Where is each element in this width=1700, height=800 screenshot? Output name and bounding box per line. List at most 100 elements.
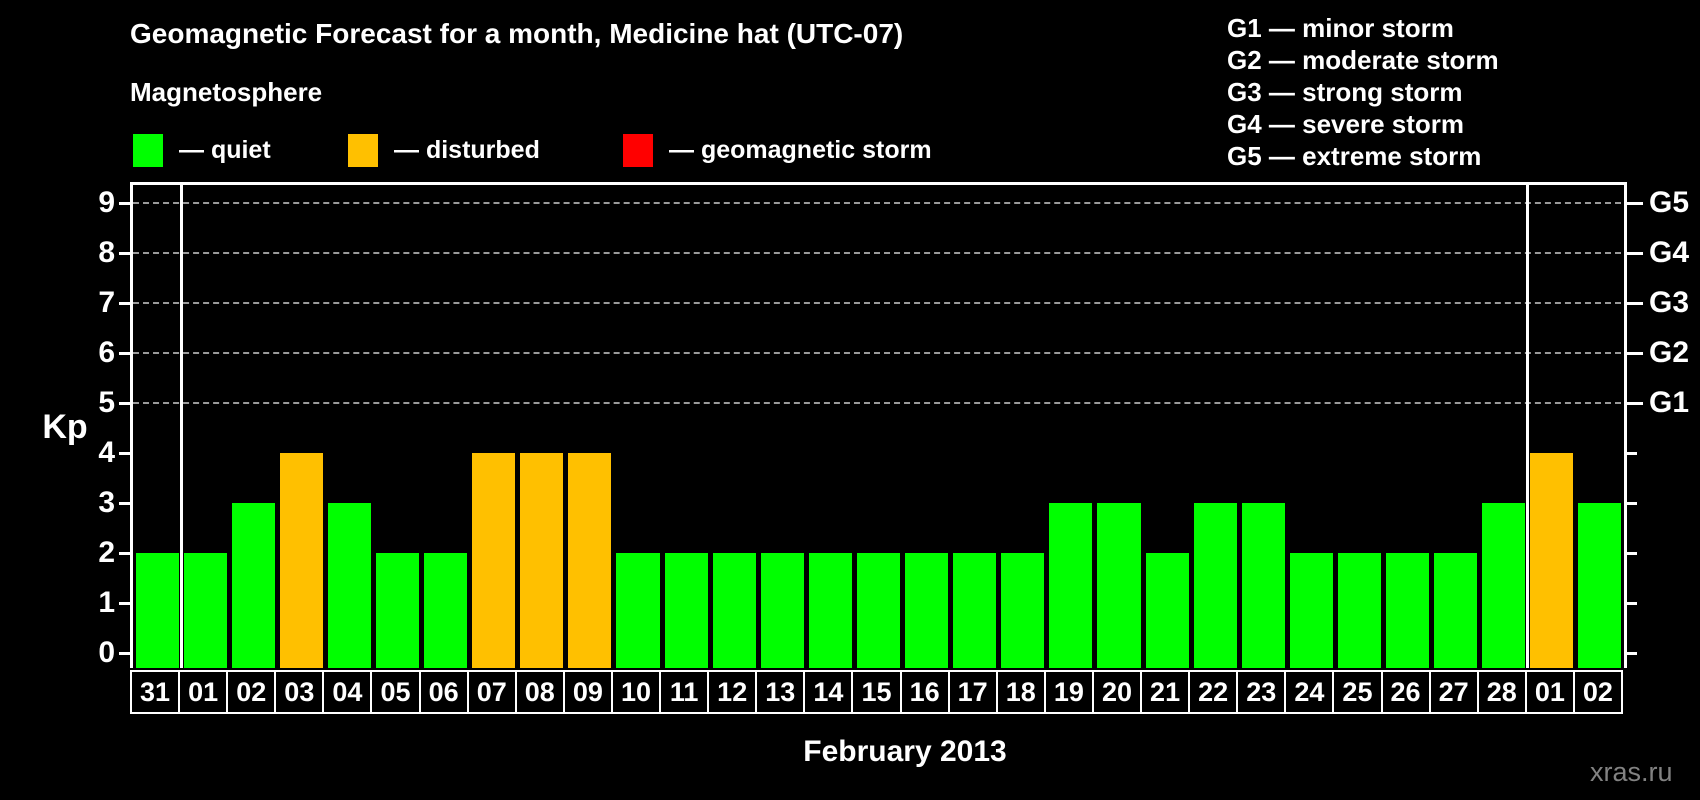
right-axis-g-label: G5 (1649, 186, 1690, 219)
month-separator-line (1526, 182, 1530, 668)
right-axis-tick (1624, 502, 1637, 505)
kp-bar (1001, 553, 1045, 668)
kp-bar (616, 553, 660, 668)
x-axis-day-label: 28 (1476, 670, 1527, 714)
right-axis-tick (1624, 302, 1643, 305)
kp-bar (327, 503, 371, 668)
y-axis-tick-label: 4 (98, 436, 115, 469)
y-axis-tick-label: 6 (98, 336, 115, 369)
kp-bar (1337, 553, 1381, 668)
kp-bar (424, 553, 468, 668)
x-axis-day-label: 01 (1524, 670, 1575, 714)
kp-bar (135, 553, 179, 668)
y-axis-tick (119, 652, 131, 655)
kp-bar (1193, 503, 1237, 668)
y-axis-tick (119, 202, 131, 205)
storm-scale-g3: G3 — strong storm (1227, 77, 1463, 107)
x-axis-day-label: 01 (178, 670, 229, 714)
y-axis-tick-label: 7 (98, 286, 115, 319)
legend-item-label: — quiet (179, 135, 271, 164)
y-axis-tick (119, 552, 131, 555)
legend-heading: Magnetosphere (130, 77, 323, 107)
right-axis-tick (1624, 452, 1637, 455)
x-axis-day-label: 18 (995, 670, 1046, 714)
y-axis-tick-label: 2 (98, 536, 115, 569)
right-axis-tick (1624, 202, 1643, 205)
right-axis-tick (1624, 652, 1637, 655)
x-axis-day-label: 12 (707, 670, 758, 714)
legend-item-storm: — geomagnetic storm (623, 133, 932, 167)
kp-bar (279, 453, 323, 668)
x-axis-day-label: 24 (1284, 670, 1335, 714)
kp-bar (1386, 553, 1430, 668)
gridline-kp5 (133, 402, 1621, 404)
gridline-kp7 (133, 302, 1621, 304)
y-axis-tick (119, 602, 131, 605)
y-axis-tick-label: 3 (98, 486, 115, 519)
disturbed-color-swatch (348, 133, 378, 167)
storm-scale-g4: G4 — severe storm (1227, 109, 1465, 139)
kp-bar (1049, 503, 1093, 668)
storm-scale-g2: G2 — moderate storm (1227, 45, 1499, 75)
x-axis-day-label: 02 (1572, 670, 1623, 714)
y-axis-tick-label: 1 (98, 586, 115, 619)
x-axis-day-label: 20 (1091, 670, 1143, 714)
x-axis-day-label: 08 (514, 670, 565, 714)
kp-bar (1289, 553, 1333, 668)
right-axis-tick (1624, 352, 1643, 355)
x-axis-day-label: 02 (226, 670, 277, 714)
x-axis-day-label: 26 (1380, 670, 1431, 714)
x-axis-day-label: 14 (803, 670, 854, 714)
right-axis-tick (1624, 402, 1643, 405)
y-axis-tick (119, 402, 131, 405)
kp-bar (808, 553, 852, 668)
y-axis-tick (119, 452, 131, 455)
legend-item-label: — geomagnetic storm (669, 135, 932, 164)
x-axis-day-label: 15 (851, 670, 902, 714)
x-axis-day-label: 22 (1188, 670, 1239, 714)
plot-area (130, 182, 1627, 668)
x-axis-day-label: 13 (755, 670, 806, 714)
kp-bar (472, 453, 516, 668)
kp-bar (520, 453, 564, 668)
kp-bar (1482, 503, 1526, 668)
kp-bar (375, 553, 420, 668)
legend-item-disturbed: — disturbed (348, 133, 540, 167)
kp-bar (712, 553, 756, 668)
kp-bar (953, 553, 997, 668)
y-axis-tick (119, 502, 131, 505)
x-axis-day-label: 10 (610, 670, 662, 714)
x-axis-day-label: 06 (418, 670, 469, 714)
storm-scale-g5: G5 — extreme storm (1227, 141, 1482, 171)
kp-bar (568, 453, 612, 668)
x-axis-day-label: 27 (1428, 670, 1479, 714)
kp-bar (1434, 553, 1478, 668)
y-axis-title: Kp (42, 408, 88, 446)
right-axis-tick (1624, 552, 1637, 555)
gridline-kp6 (133, 352, 1621, 354)
x-axis-day-label: 31 (130, 670, 181, 714)
x-axis-day-label: 23 (1236, 670, 1287, 714)
y-axis-tick-label: 9 (98, 186, 115, 219)
x-axis-day-label: 03 (274, 670, 325, 714)
kp-bar (183, 553, 227, 668)
gridline-kp9 (133, 202, 1621, 204)
right-axis-g-label: G2 (1649, 336, 1690, 369)
right-axis-g-label: G4 (1649, 236, 1690, 269)
chart-title: Geomagnetic Forecast for a month, Medici… (130, 18, 904, 49)
kp-bar (1241, 503, 1285, 668)
y-axis-tick-label: 5 (98, 386, 115, 419)
x-axis-day-label: 07 (466, 670, 517, 714)
month-separator-line (179, 182, 183, 668)
right-axis-tick (1624, 252, 1643, 255)
quiet-color-swatch (133, 133, 163, 167)
watermark: xras.ru (1590, 757, 1673, 787)
kp-bar (905, 553, 949, 668)
kp-bar (1578, 503, 1622, 668)
kp-bar (1145, 553, 1189, 668)
y-axis-tick (119, 252, 131, 255)
y-axis-tick-label: 0 (98, 636, 115, 669)
storm-scale-legend: G1 — minor storm G2 — moderate storm G3 … (1227, 12, 1499, 172)
kp-bar (1097, 503, 1141, 668)
